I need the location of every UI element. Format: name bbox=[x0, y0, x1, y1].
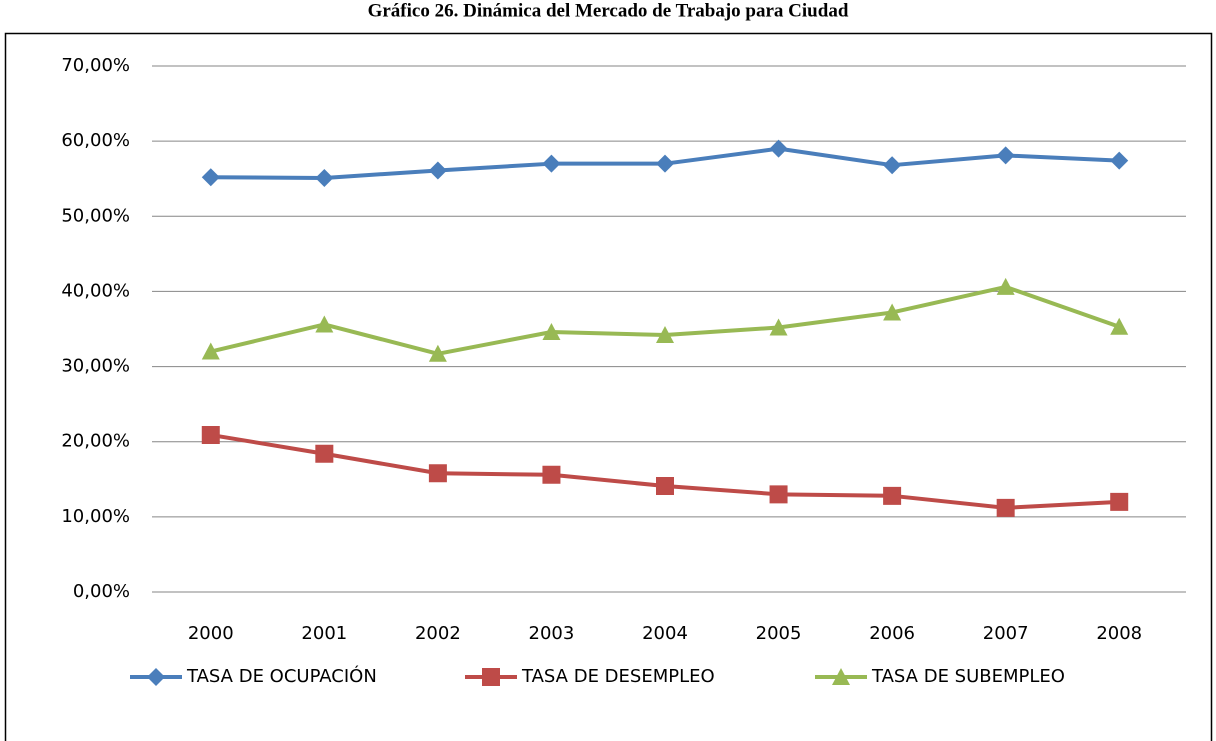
data-point bbox=[428, 344, 447, 362]
data-point bbox=[769, 485, 788, 504]
x-tick-label: 2001 bbox=[301, 623, 347, 644]
data-point bbox=[315, 444, 334, 463]
x-tick-label: 2007 bbox=[983, 623, 1029, 644]
data-point bbox=[996, 498, 1015, 517]
y-tick-label: 70,00% bbox=[61, 55, 130, 76]
data-point bbox=[996, 146, 1015, 165]
legend-marker bbox=[832, 668, 850, 685]
data-point bbox=[656, 326, 674, 344]
x-tick-label: 2000 bbox=[188, 623, 234, 644]
y-tick-label: 20,00% bbox=[61, 431, 130, 452]
data-point bbox=[883, 486, 902, 505]
data-point bbox=[542, 323, 561, 341]
data-point bbox=[656, 477, 674, 496]
y-tick-label: 60,00% bbox=[61, 130, 130, 151]
y-tick-label: 10,00% bbox=[61, 506, 130, 527]
data-point bbox=[1110, 151, 1129, 170]
x-tick-label: 2003 bbox=[529, 623, 575, 644]
chart-title: Gráfico 26. Dinámica del Mercado de Trab… bbox=[368, 0, 849, 21]
legend-marker bbox=[482, 668, 500, 686]
data-point bbox=[883, 156, 902, 175]
series-line bbox=[210, 432, 1120, 510]
y-tick-label: 50,00% bbox=[61, 205, 130, 226]
legend-label: TASA DE DESEMPLEO bbox=[521, 666, 715, 687]
data-point bbox=[315, 315, 334, 333]
y-tick-label: 40,00% bbox=[61, 280, 130, 301]
data-point bbox=[542, 465, 561, 484]
data-point bbox=[201, 342, 220, 360]
chart-frame bbox=[4, 32, 1213, 741]
data-point bbox=[201, 425, 220, 444]
x-tick-label: 2006 bbox=[869, 623, 915, 644]
data-point bbox=[201, 168, 220, 187]
data-point bbox=[428, 464, 447, 483]
x-tick-label: 2008 bbox=[1096, 623, 1142, 644]
data-point bbox=[315, 168, 334, 187]
y-tick-label: 30,00% bbox=[61, 356, 130, 377]
data-point bbox=[996, 277, 1015, 295]
data-point bbox=[656, 154, 674, 173]
x-tick-label: 2005 bbox=[756, 623, 802, 644]
data-point bbox=[1110, 317, 1129, 335]
x-tick-label: 2002 bbox=[415, 623, 461, 644]
y-tick-label: 0,00% bbox=[73, 581, 130, 602]
legend-marker bbox=[147, 668, 165, 686]
x-tick-label: 2004 bbox=[642, 623, 688, 644]
data-point bbox=[428, 161, 447, 180]
data-point bbox=[883, 303, 902, 321]
legend-label: TASA DE OCUPACIÓN bbox=[186, 665, 377, 687]
data-point bbox=[1110, 492, 1129, 511]
data-point bbox=[769, 139, 788, 158]
data-point bbox=[769, 318, 788, 336]
data-point bbox=[542, 154, 561, 173]
series-line bbox=[210, 284, 1120, 356]
legend-label: TASA DE SUBEMPLEO bbox=[871, 666, 1065, 687]
